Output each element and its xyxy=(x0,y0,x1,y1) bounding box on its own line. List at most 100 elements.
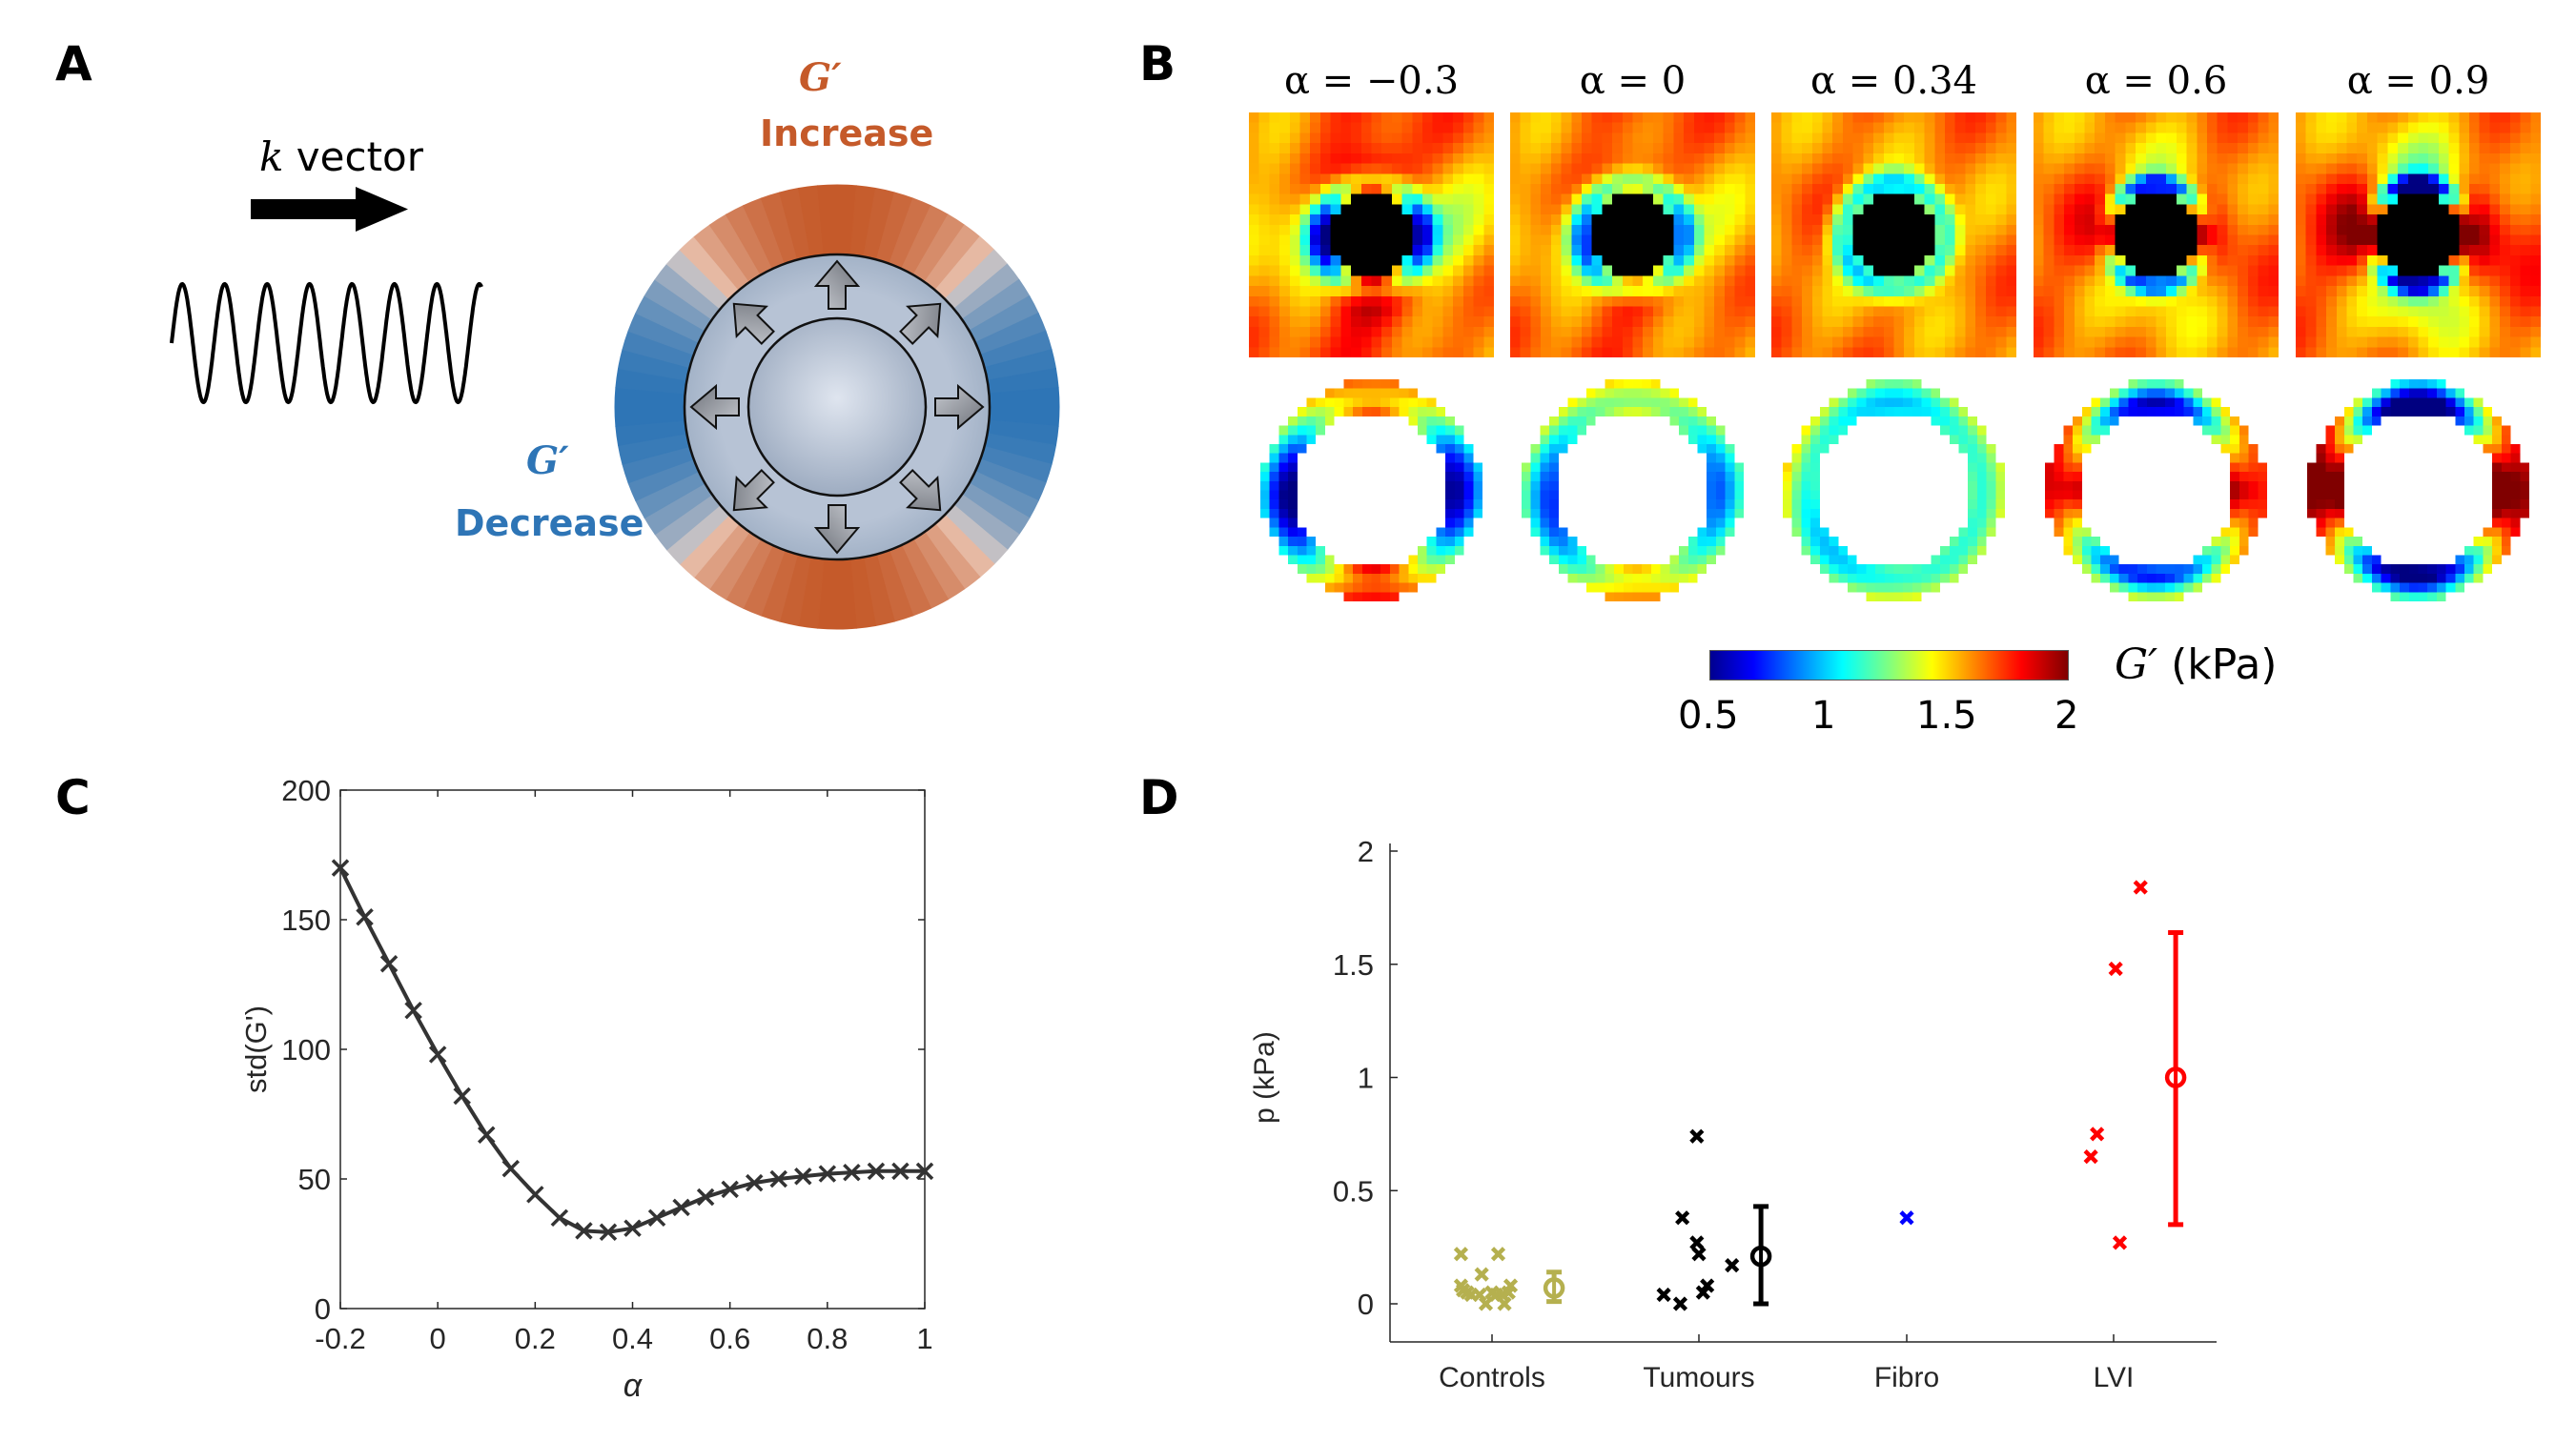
data-point-x-marker xyxy=(745,1173,764,1192)
inclusion-core xyxy=(746,316,928,498)
series-line xyxy=(338,866,925,1234)
mean-errorbar xyxy=(1749,1204,1772,1307)
data-point-x-marker xyxy=(453,1087,471,1106)
colorbar-tick-3: 2 xyxy=(2055,694,2079,738)
x-tick-label: -0.2 xyxy=(315,1322,365,1355)
data-point-x-marker xyxy=(891,1162,910,1181)
data-point-x-marker xyxy=(1490,1247,1506,1262)
map-title: α = −0.3 xyxy=(1283,59,1460,103)
panel-c-letter: C xyxy=(55,770,91,825)
expansion-arrow-icon xyxy=(934,383,985,431)
data-point-x-marker xyxy=(1453,1247,1469,1262)
x-axis-label: α xyxy=(624,1368,644,1404)
data-point-x-marker xyxy=(526,1186,544,1204)
expansion-arrow-icon xyxy=(732,469,775,512)
data-point-x-marker xyxy=(2133,880,2148,895)
expansion-arrow-icon xyxy=(689,383,740,431)
data-point-x-marker xyxy=(575,1222,593,1240)
y-tick-label: 50 xyxy=(298,1163,331,1196)
data-point-x-marker xyxy=(1656,1287,1671,1303)
y-tick-label: 100 xyxy=(281,1033,331,1066)
colorbar-unit: (kPa) xyxy=(2157,640,2278,689)
x-tick-label: 1 xyxy=(916,1322,932,1355)
category-label: LVI xyxy=(2094,1362,2135,1393)
shear-modulus-map xyxy=(1249,112,1494,357)
map-title: α = 0.9 xyxy=(2346,59,2490,103)
data-point-x-marker xyxy=(794,1168,812,1186)
data-point-x-marker xyxy=(2090,1127,2105,1142)
shear-wave-icon xyxy=(170,281,483,405)
data-point-x-marker xyxy=(672,1198,690,1217)
decrease-label: Decrease xyxy=(455,502,644,544)
map-title: α = 0.6 xyxy=(2084,59,2228,103)
map-title: α = 0.34 xyxy=(1809,59,1978,103)
k-symbol: k xyxy=(259,133,284,180)
panel-b-letter: B xyxy=(1139,36,1176,91)
x-tick-label: 0.2 xyxy=(515,1322,556,1355)
expansion-arrow-icon xyxy=(732,302,775,345)
shear-modulus-map xyxy=(1510,112,1755,357)
colorbar-tick-0: 0.5 xyxy=(1678,694,1739,738)
y-axis-label: std(G') xyxy=(239,1005,273,1093)
category-label: Tumours xyxy=(1643,1362,1754,1393)
data-point-x-marker xyxy=(1689,1128,1705,1144)
decrease-symbol: G′ xyxy=(526,438,569,483)
colorbar-symbol: G′ xyxy=(2115,640,2158,689)
data-point-x-marker xyxy=(647,1208,666,1228)
x-tick-label: 0.4 xyxy=(612,1322,653,1355)
increase-symbol: G′ xyxy=(799,55,842,100)
colorbar-tick-1: 1 xyxy=(1811,694,1836,738)
mean-errorbar xyxy=(1543,1269,1565,1305)
data-point-x-marker xyxy=(501,1159,521,1178)
inclusion-diagram xyxy=(614,184,1060,630)
panel-d-chart: 0 0.5 1 1.5 2 Controls Tumours Fibro LVI p (kPa) xyxy=(1249,835,2217,1393)
data-point-x-marker xyxy=(404,1001,422,1020)
panel-d-letter: D xyxy=(1139,770,1179,825)
shear-modulus-map xyxy=(1771,112,2016,357)
mean-errorbar xyxy=(2164,930,2187,1228)
data-point-x-marker xyxy=(1672,1296,1688,1311)
ring-roi-map xyxy=(1783,379,2005,601)
data-point-x-marker xyxy=(478,1126,496,1144)
data-point-x-marker xyxy=(1700,1278,1715,1293)
category-label: Fibro xyxy=(1874,1362,1939,1393)
y-tick-label: 150 xyxy=(281,904,331,937)
data-point-x-marker xyxy=(1689,1235,1705,1250)
data-point-x-marker xyxy=(696,1188,715,1207)
y-tick-label: 0.5 xyxy=(1333,1174,1374,1208)
k-vector-text: vector xyxy=(283,133,424,180)
data-point-x-marker xyxy=(1691,1247,1707,1262)
colorbar-label: G′ (kPa) xyxy=(2115,640,2277,689)
data-point-x-marker xyxy=(599,1223,618,1241)
expansion-arrow-icon xyxy=(899,302,942,345)
data-point-x-marker xyxy=(843,1163,861,1182)
data-point-x-marker xyxy=(356,908,374,926)
y-tick-label: 2 xyxy=(1358,835,1374,868)
ring-roi-map xyxy=(1522,379,1744,601)
y-tick-label: 0 xyxy=(1358,1288,1374,1321)
data-point-x-marker xyxy=(1501,1285,1516,1300)
colorbar-tick-2: 1.5 xyxy=(1916,694,1977,738)
data-point-x-marker xyxy=(769,1169,787,1188)
ring-roi-map xyxy=(2045,379,2267,601)
k-vector-arrow-icon xyxy=(251,187,408,232)
shear-modulus-map xyxy=(2296,112,2541,357)
expansion-arrow-icon xyxy=(813,504,861,555)
data-point-x-marker xyxy=(331,859,350,877)
shear-modulus-map xyxy=(2034,112,2279,357)
data-point-x-marker xyxy=(1899,1210,1914,1226)
y-tick-label: 200 xyxy=(281,774,331,807)
x-tick-label: 0 xyxy=(430,1322,446,1355)
y-axis-label: p (kPa) xyxy=(1249,1031,1280,1124)
ring-roi-map xyxy=(2307,379,2529,601)
data-point-x-marker xyxy=(818,1165,837,1183)
category-label: Controls xyxy=(1439,1362,1545,1393)
panel-a-diagram xyxy=(170,184,1060,630)
data-point-x-marker xyxy=(1675,1210,1690,1226)
increase-label: Increase xyxy=(760,112,934,154)
plot-frame xyxy=(339,789,926,1310)
y-tick-label: 1.5 xyxy=(1333,948,1374,982)
x-tick-label: 0.8 xyxy=(807,1322,848,1355)
y-tick-label: 1 xyxy=(1358,1062,1374,1095)
